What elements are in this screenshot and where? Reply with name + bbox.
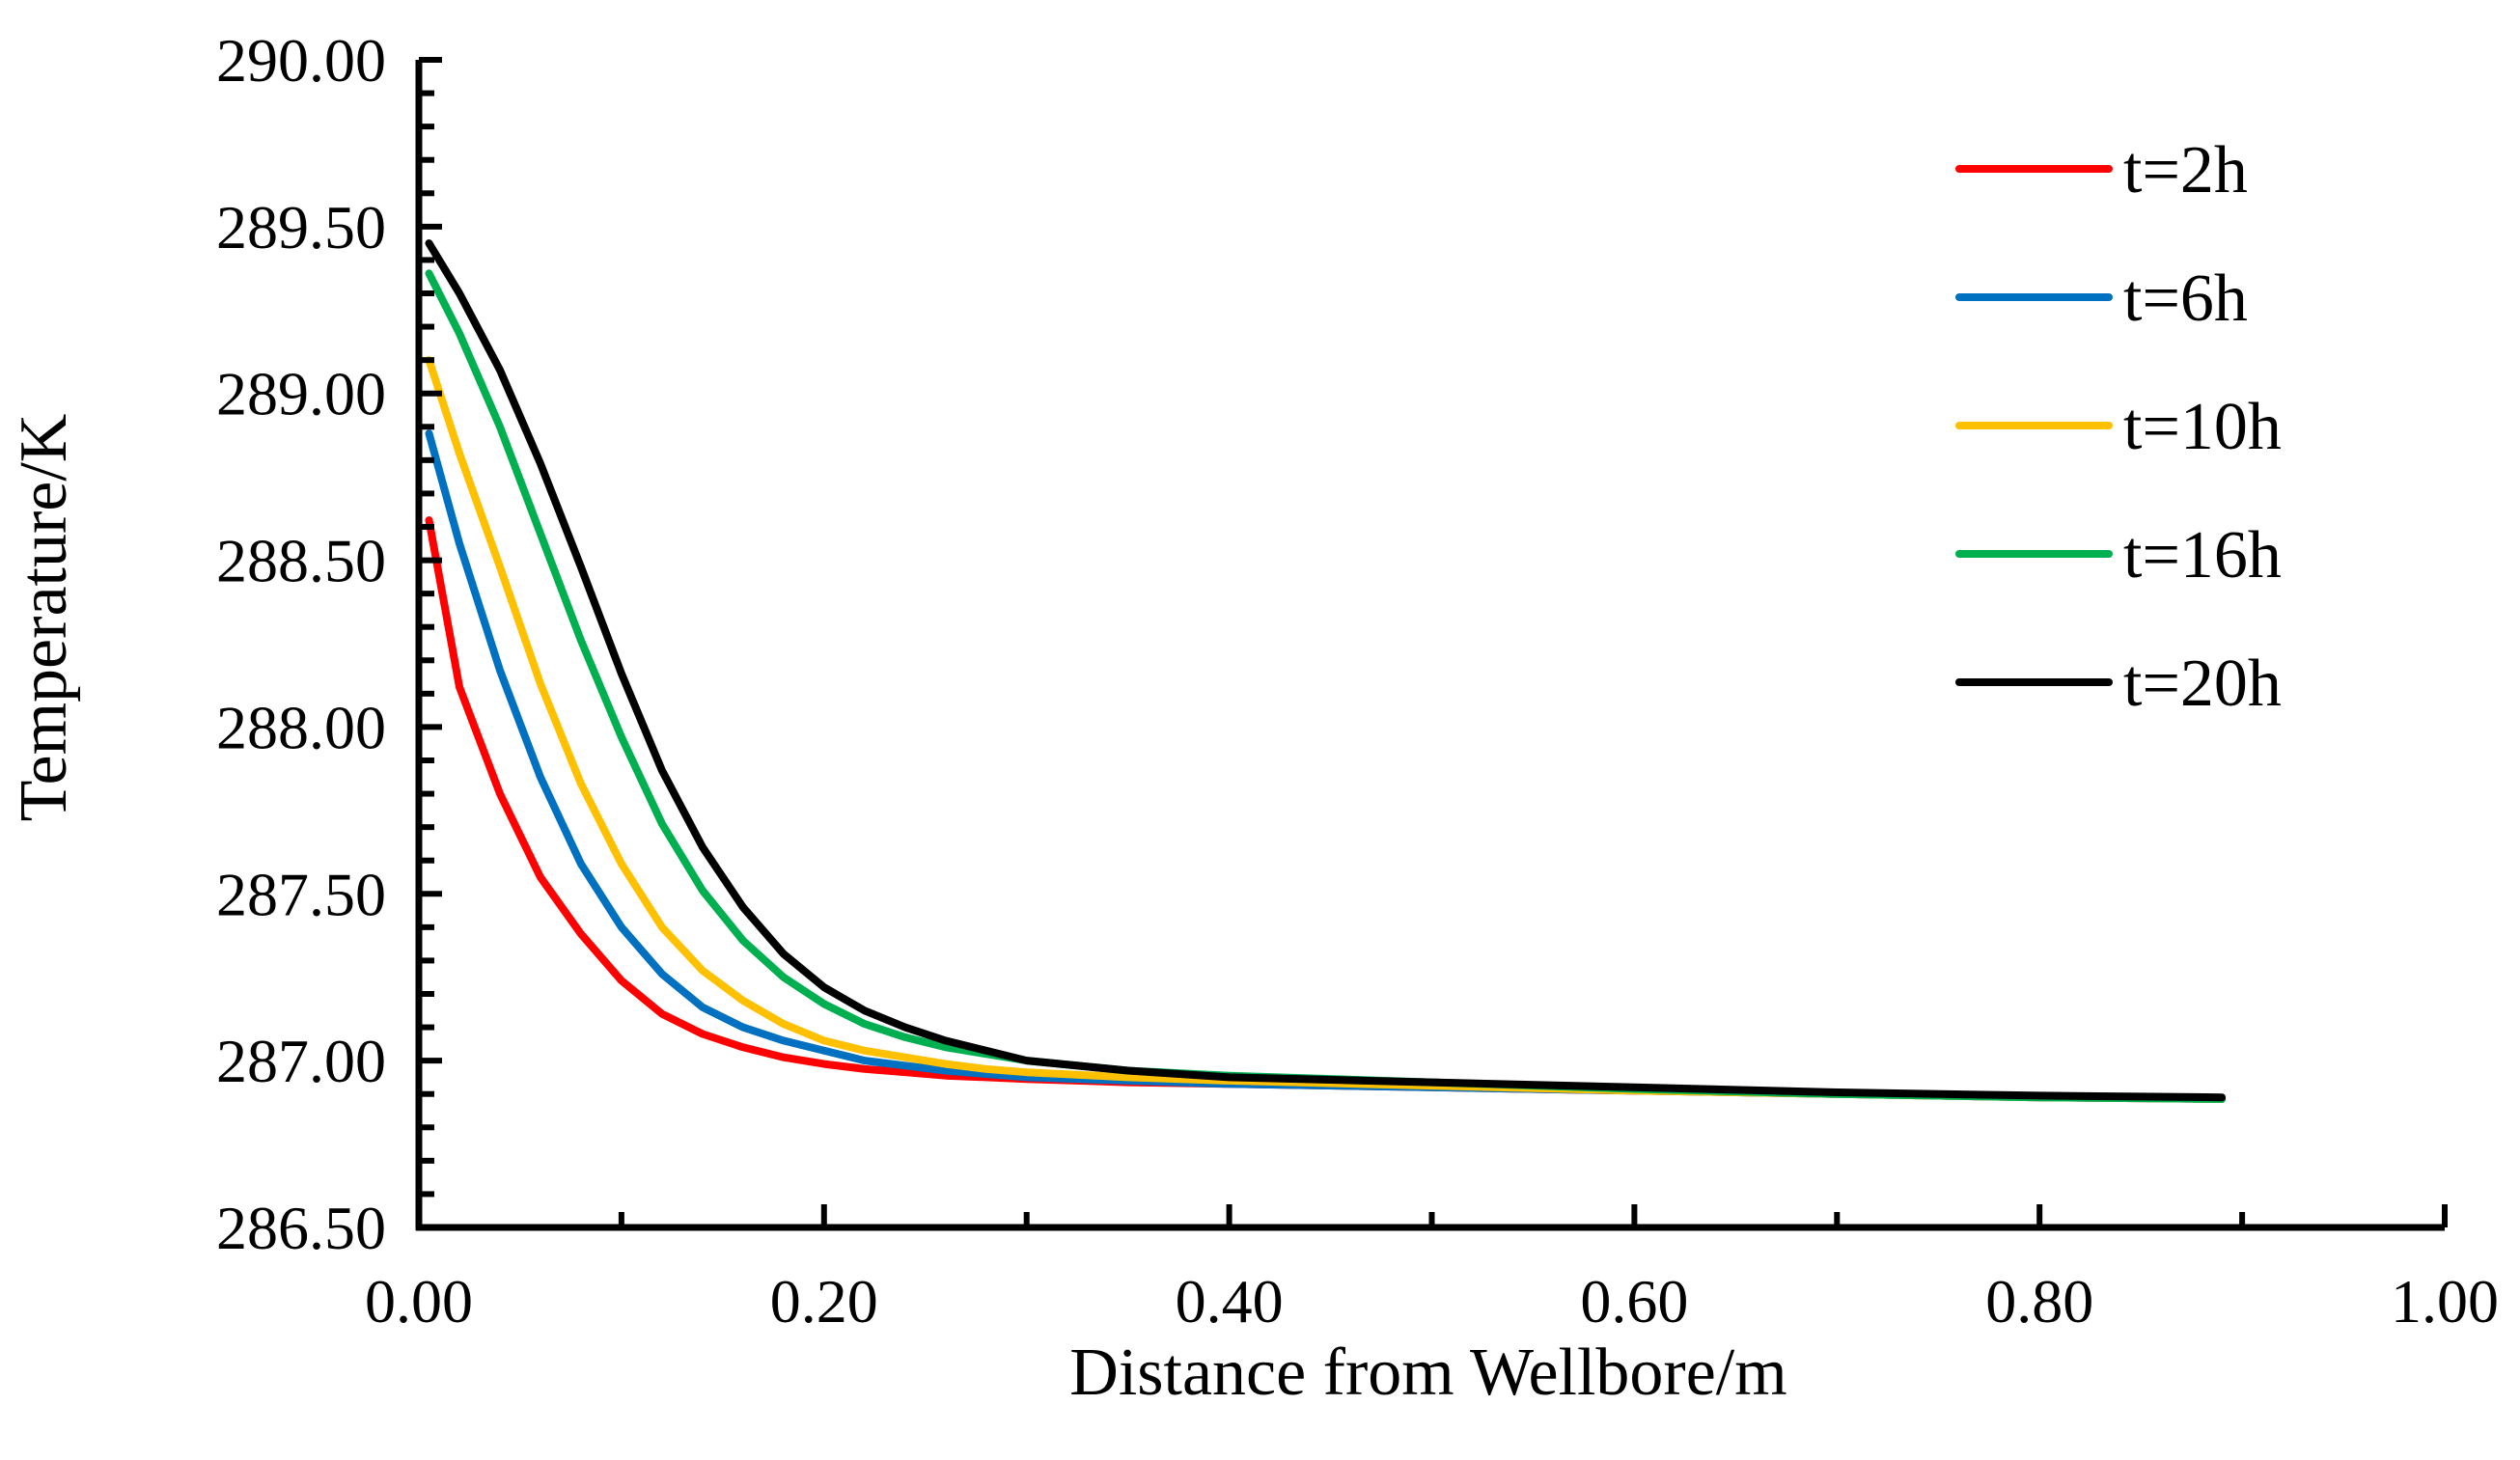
x-ticks [416, 1204, 2448, 1227]
x-tick-labels: 0.00 0.20 0.40 0.60 0.80 1.00 [365, 1267, 2499, 1336]
series-line-t6h [425, 429, 2227, 1103]
y-tick-label: 287.00 [216, 1027, 386, 1095]
series-line-t20h [425, 239, 2227, 1102]
legend-label: t=2h [2123, 133, 2248, 207]
y-tick-label: 288.50 [216, 527, 386, 595]
x-tick-label: 0.80 [1985, 1267, 2093, 1336]
x-axis-title: Distance from Wellbore/m [1069, 1336, 1786, 1410]
x-tick-label: 0.00 [365, 1267, 473, 1336]
y-tick-label: 287.50 [216, 860, 386, 928]
legend: t=2h t=6h t=10h t=16h t=20h [1955, 133, 2282, 721]
legend-label: t=6h [2123, 262, 2248, 336]
series-line-t10h [425, 356, 2227, 1103]
plot-lines [425, 239, 2227, 1103]
y-tick-label: 289.50 [216, 193, 386, 262]
x-tick-label: 1.00 [2391, 1267, 2499, 1336]
legend-label: t=16h [2123, 518, 2282, 592]
legend-label: t=20h [2123, 647, 2282, 721]
x-tick-label: 0.40 [1176, 1267, 1284, 1336]
x-tick-label: 0.60 [1580, 1267, 1688, 1336]
x-tick-label: 0.20 [770, 1267, 878, 1336]
axes [415, 57, 2448, 1231]
legend-label: t=10h [2123, 390, 2282, 464]
y-tick-label: 289.00 [216, 360, 386, 428]
y-tick-label: 286.50 [216, 1194, 386, 1262]
y-ticks [419, 57, 442, 1230]
series-line-t2h [425, 516, 2227, 1103]
y-tick-labels: 286.50 287.00 287.50 288.00 288.50 289.00 289.… [216, 26, 386, 1262]
series-line-t16h [425, 269, 2227, 1103]
y-tick-label: 288.00 [216, 693, 386, 761]
y-tick-label: 290.00 [216, 26, 386, 95]
y-axis-title: Temperature/K [7, 414, 81, 822]
